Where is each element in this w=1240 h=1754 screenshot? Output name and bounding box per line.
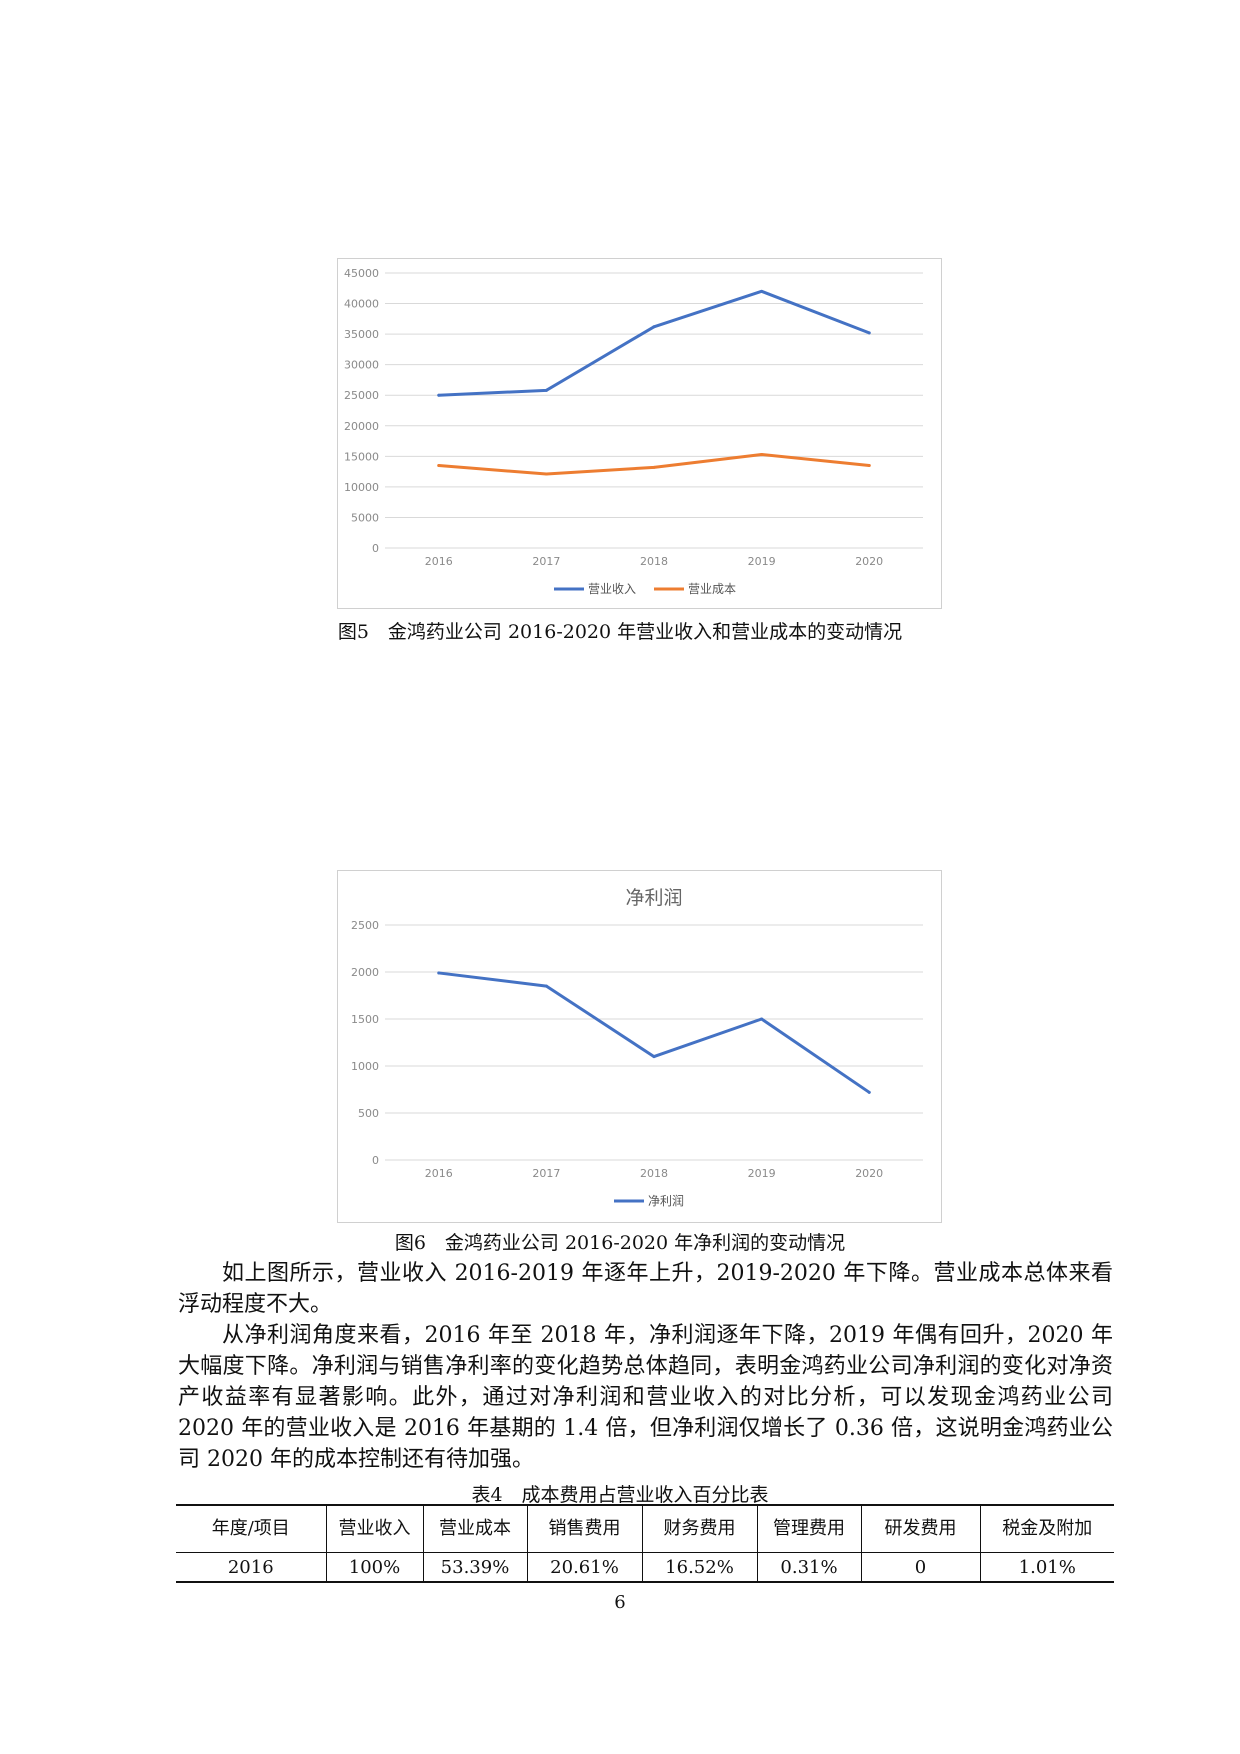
table-cell: 1.01% [979,1552,1114,1582]
table-header-cell: 财务费用 [641,1505,758,1553]
table-cell: 0 [860,1552,981,1582]
paragraph-1: 如上图所示，营业收入 2016-2019 年逐年上升，2019-2020 年下降… [178,1261,1113,1317]
y-tick-label: 35000 [344,328,379,341]
series-line-0 [437,289,871,397]
chart-net-profit: 净利润 0 500 1000 1500 2000 2500 2016 2017 2018 2019 2… [337,870,942,1223]
legend-label: 营业收入 [588,582,636,596]
x-tick-label: 2017 [532,555,560,568]
y-tick-label: 10000 [344,481,379,494]
cost-ratio-table: 年度/项目 营业收入 营业成本 销售费用 财务费用 管理费用 研发费用 税金及附… [176,1504,1114,1583]
data-point [652,1055,656,1059]
table-header-cell: 营业成本 [422,1505,528,1553]
y-tick-label: 0 [372,542,379,555]
table-cell: 2016 [176,1552,327,1582]
y-tick-label: 30000 [344,359,379,372]
table-cell: 0.31% [756,1552,862,1582]
data-point [437,971,441,975]
x-tick-label: 2020 [855,1167,883,1180]
table-cell: 16.52% [641,1552,758,1582]
paragraph-2: 从净利润角度来看，2016 年至 2018 年，净利润逐年下降，2019 年偶有… [178,1323,1113,1472]
y-tick-label: 2000 [351,966,379,979]
table-header-cell: 年度/项目 [176,1505,327,1553]
data-point [760,1017,764,1021]
table-header-row: 年度/项目 营业收入 营业成本 销售费用 财务费用 管理费用 研发费用 税金及附… [176,1505,1114,1553]
y-tick-label: 0 [372,1154,379,1167]
table-header-cell: 管理费用 [756,1505,862,1553]
y-tick-label: 45000 [344,267,379,280]
table4-caption: 表4 成本费用占营业收入百分比表 [471,1484,769,1506]
x-tick-label: 2018 [640,555,668,568]
data-point [652,325,656,329]
data-point [760,289,764,293]
chart-title: 净利润 [625,887,682,909]
series-line-1 [437,453,871,476]
y-tick-label: 500 [358,1107,379,1120]
y-tick-label: 40000 [344,298,379,311]
x-tick-label: 2018 [640,1167,668,1180]
data-point [544,984,548,988]
table-header-cell: 研发费用 [860,1505,981,1553]
x-tick-label: 2016 [425,1167,453,1180]
data-point [544,388,548,392]
x-tick-label: 2019 [748,1167,776,1180]
data-point [437,393,441,397]
chart-revenue-cost-svg: 0 5000 10000 15000 20000 25000 30000 35000 40000… [344,267,923,596]
y-tick-label: 1500 [351,1013,379,1026]
table-cell: 53.39% [422,1552,528,1582]
y-tick-label: 5000 [351,511,379,524]
y-tick-label: 2500 [351,919,379,932]
x-tick-label: 2016 [425,555,453,568]
y-tick-label: 1000 [351,1060,379,1073]
y-tick-label: 25000 [344,389,379,402]
x-tick-label: 2020 [855,555,883,568]
series-line-0 [437,971,871,1094]
table-header-cell: 税金及附加 [979,1505,1114,1553]
y-tick-label: 15000 [344,450,379,463]
table-header-cell: 营业收入 [325,1505,424,1553]
y-tick-label: 20000 [344,420,379,433]
table-row: 2016 100% 53.39% 20.61% 16.52% 0.31% 0 1… [176,1552,1114,1582]
data-point [867,464,871,467]
data-point [652,465,656,469]
data-point [544,472,548,476]
table-cell: 20.61% [526,1552,643,1582]
legend-label: 净利润 [648,1194,684,1208]
figure5-caption: 图5 金鸿药业公司 2016-2020 年营业收入和营业成本的变动情况 [337,621,903,643]
data-point [867,1090,871,1094]
legend-label: 营业成本 [688,582,736,596]
x-tick-label: 2017 [532,1167,560,1180]
chart-revenue-cost: 0 5000 10000 15000 20000 25000 30000 35000 40000… [337,258,942,609]
data-point [437,464,441,467]
page-number: 6 [614,1592,626,1613]
data-point [760,453,764,456]
x-tick-label: 2019 [748,555,776,568]
chart-net-profit-svg: 净利润 0 500 1000 1500 2000 2500 2016 2017 2018 2019 2… [351,887,923,1208]
table-cell: 100% [325,1552,424,1582]
figure6-caption: 图6 金鸿药业公司 2016-2020 年净利润的变动情况 [394,1232,846,1254]
data-point [867,331,871,335]
table-header-cell: 销售费用 [526,1505,643,1553]
